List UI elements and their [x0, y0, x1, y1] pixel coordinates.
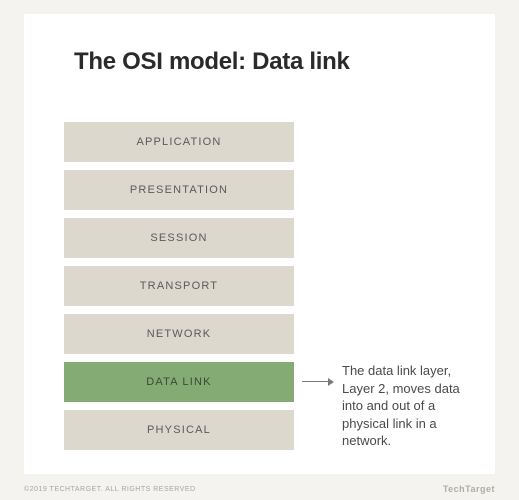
layer-physical: PHYSICAL	[64, 410, 294, 450]
footer: ©2019 TECHTARGET. ALL RIGHTS RESERVED Te…	[24, 484, 495, 494]
callout-arrow	[302, 381, 334, 383]
footer-brand: TechTarget	[443, 484, 495, 494]
callout-text: The data link layer, Layer 2, moves data…	[342, 362, 462, 450]
layer-network: NETWORK	[64, 314, 294, 354]
arrow-head-icon	[328, 378, 334, 386]
layer-data-link: DATA LINK	[64, 362, 294, 402]
layer-transport: TRANSPORT	[64, 266, 294, 306]
layer-presentation: PRESENTATION	[64, 170, 294, 210]
arrow-line	[302, 381, 330, 382]
layer-session: SESSION	[64, 218, 294, 258]
diagram-card: The OSI model: Data link APPLICATION PRE…	[24, 14, 495, 474]
diagram-title: The OSI model: Data link	[74, 48, 350, 76]
footer-copyright: ©2019 TECHTARGET. ALL RIGHTS RESERVED	[24, 486, 196, 493]
osi-layer-stack: APPLICATION PRESENTATION SESSION TRANSPO…	[64, 122, 294, 458]
layer-application: APPLICATION	[64, 122, 294, 162]
